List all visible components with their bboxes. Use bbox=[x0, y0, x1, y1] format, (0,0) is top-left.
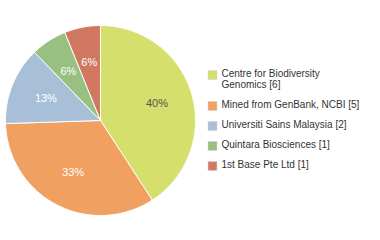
svg-text:Quintara Biosciences [1]: Quintara Biosciences [1] bbox=[222, 139, 331, 150]
svg-text:33%: 33% bbox=[62, 166, 84, 178]
svg-text:1st Base Pte Ltd [1]: 1st Base Pte Ltd [1] bbox=[222, 159, 309, 170]
svg-text:6%: 6% bbox=[60, 65, 76, 77]
svg-text:Centre for BiodiversityGenomic: Centre for BiodiversityGenomics [6] bbox=[222, 68, 320, 90]
svg-text:40%: 40% bbox=[146, 97, 168, 109]
svg-text:Universiti Sains Malaysia [2]: Universiti Sains Malaysia [2] bbox=[222, 119, 347, 130]
svg-text:13%: 13% bbox=[35, 92, 57, 104]
svg-text:Mined from GenBank, NCBI [5]: Mined from GenBank, NCBI [5] bbox=[222, 99, 360, 110]
svg-text:6%: 6% bbox=[81, 56, 97, 68]
